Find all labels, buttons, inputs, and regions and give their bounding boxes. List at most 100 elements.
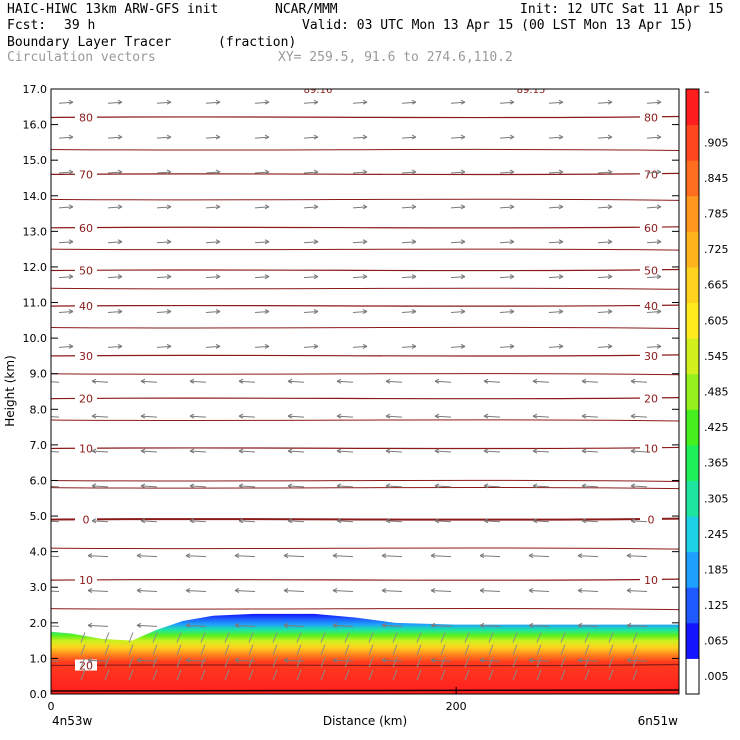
- circulation-vector: [577, 555, 599, 558]
- vector-arrowhead: [283, 657, 289, 663]
- vector-arrowhead: [434, 413, 440, 419]
- y-tick-label: 6.0: [30, 474, 48, 487]
- circulation-vector: [401, 241, 417, 244]
- vector-arrowhead: [626, 553, 632, 559]
- circulation-vector: [401, 136, 417, 139]
- circulation-vector: [254, 310, 270, 313]
- vector-arrowhead: [581, 378, 587, 384]
- vector-arrowhead: [607, 134, 613, 140]
- vector-arrowhead: [166, 169, 172, 175]
- circulation-vector: [140, 520, 158, 523]
- low-level-vector: [608, 657, 614, 668]
- vector-arrowhead: [509, 309, 515, 314]
- low-level-vector: [632, 644, 638, 656]
- vector-arrowhead: [430, 657, 436, 663]
- contour-label-left: 20: [79, 393, 93, 406]
- y-tick-label: 5.0: [30, 510, 48, 523]
- vector-arrowhead: [313, 343, 319, 349]
- contour-label-left: 0: [83, 514, 90, 527]
- vector-arrowhead: [91, 518, 97, 524]
- circulation-vector: [140, 415, 158, 418]
- circulation-vector: [528, 659, 550, 662]
- circulation-vector: [352, 276, 368, 279]
- x-right-endpoint: 6n51w: [638, 714, 679, 728]
- low-level-vector: [416, 657, 422, 668]
- circulation-vector: [91, 485, 109, 488]
- low-level-vector: [536, 669, 542, 680]
- colorbar-label: .125: [704, 599, 729, 612]
- vector-arrowhead: [234, 622, 240, 628]
- circulation-vector: [499, 136, 515, 139]
- circulation-vector: [185, 590, 207, 593]
- circulation-vector: [528, 555, 550, 558]
- circulation-vector: [283, 590, 305, 593]
- x-axis-label: Distance (km): [323, 714, 407, 728]
- circulation-vector: [156, 206, 172, 209]
- vector-arrowhead: [234, 657, 240, 663]
- circulation-vector: [581, 520, 599, 523]
- low-level-vector: [176, 669, 182, 680]
- circulation-vector: [646, 241, 662, 244]
- circulation-vector: [434, 485, 452, 488]
- circulation-vector: [499, 345, 515, 348]
- colorbar-label: .845: [704, 172, 729, 185]
- vector-arrowhead: [385, 518, 391, 524]
- vector-arrowhead: [215, 274, 221, 280]
- vector-arrowhead: [411, 204, 417, 210]
- circulation-vector: [499, 310, 515, 313]
- vector-arrowhead: [87, 622, 93, 628]
- low-level-vector: [488, 632, 494, 643]
- vector-arrowhead: [166, 99, 172, 105]
- vector-arrowhead: [336, 518, 342, 524]
- circulation-vector: [107, 206, 123, 209]
- vector-arrowhead: [385, 413, 391, 419]
- contour-label-left: 40: [79, 300, 93, 313]
- vector-arrowhead: [140, 448, 146, 454]
- contour-label-right: 70: [644, 168, 658, 181]
- circulation-vector: [51, 660, 60, 662]
- vector-arrowhead: [607, 99, 613, 105]
- vector-arrowhead: [460, 204, 466, 210]
- low-level-vector: [512, 669, 518, 680]
- circulation-vector: [450, 101, 466, 104]
- vector-arrowhead: [362, 99, 368, 105]
- circulation-vector: [156, 171, 172, 174]
- circulation-vector: [189, 520, 207, 523]
- circulation-vector: [548, 136, 564, 139]
- vector-arrowhead: [528, 657, 534, 663]
- vector-arrowhead: [362, 274, 368, 280]
- circulation-vector: [352, 310, 368, 313]
- circulation-vector: [401, 310, 417, 313]
- vector-arrowhead: [532, 483, 538, 489]
- y-tick-label: 0.0: [30, 688, 48, 701]
- vector-arrowhead: [532, 378, 538, 384]
- circulation-vector: [352, 136, 368, 139]
- y-tick-label: 14.0: [23, 190, 48, 203]
- vector-arrowhead: [381, 553, 387, 559]
- circulation-vector: [238, 415, 256, 418]
- vector-arrowhead: [166, 274, 172, 280]
- circulation-vector: [450, 276, 466, 279]
- circulation-vector: [626, 590, 648, 593]
- circulation-vector: [51, 485, 60, 488]
- contour-label-right: 20: [644, 393, 658, 406]
- low-level-vector: [608, 669, 614, 680]
- vector-arrowhead: [479, 622, 485, 628]
- circulation-vector: [548, 241, 564, 244]
- vector-arrowhead: [264, 169, 270, 175]
- vector-arrowhead: [430, 622, 436, 628]
- low-level-vector: [80, 632, 86, 643]
- circulation-vector: [336, 520, 354, 523]
- vector-arrowhead: [238, 378, 244, 384]
- vector-arrowhead: [332, 553, 338, 559]
- circulation-vector: [185, 659, 207, 662]
- circulation-vector: [483, 520, 501, 523]
- circulation-vector: [58, 345, 74, 348]
- low-level-vector: [344, 644, 350, 656]
- y-tick-label: 11.0: [23, 297, 48, 310]
- circulation-vector: [332, 590, 354, 593]
- vector-arrowhead: [68, 134, 74, 140]
- circulation-vector: [254, 345, 270, 348]
- vector-arrowhead: [532, 413, 538, 419]
- y-axis-label: Height (km): [3, 355, 17, 426]
